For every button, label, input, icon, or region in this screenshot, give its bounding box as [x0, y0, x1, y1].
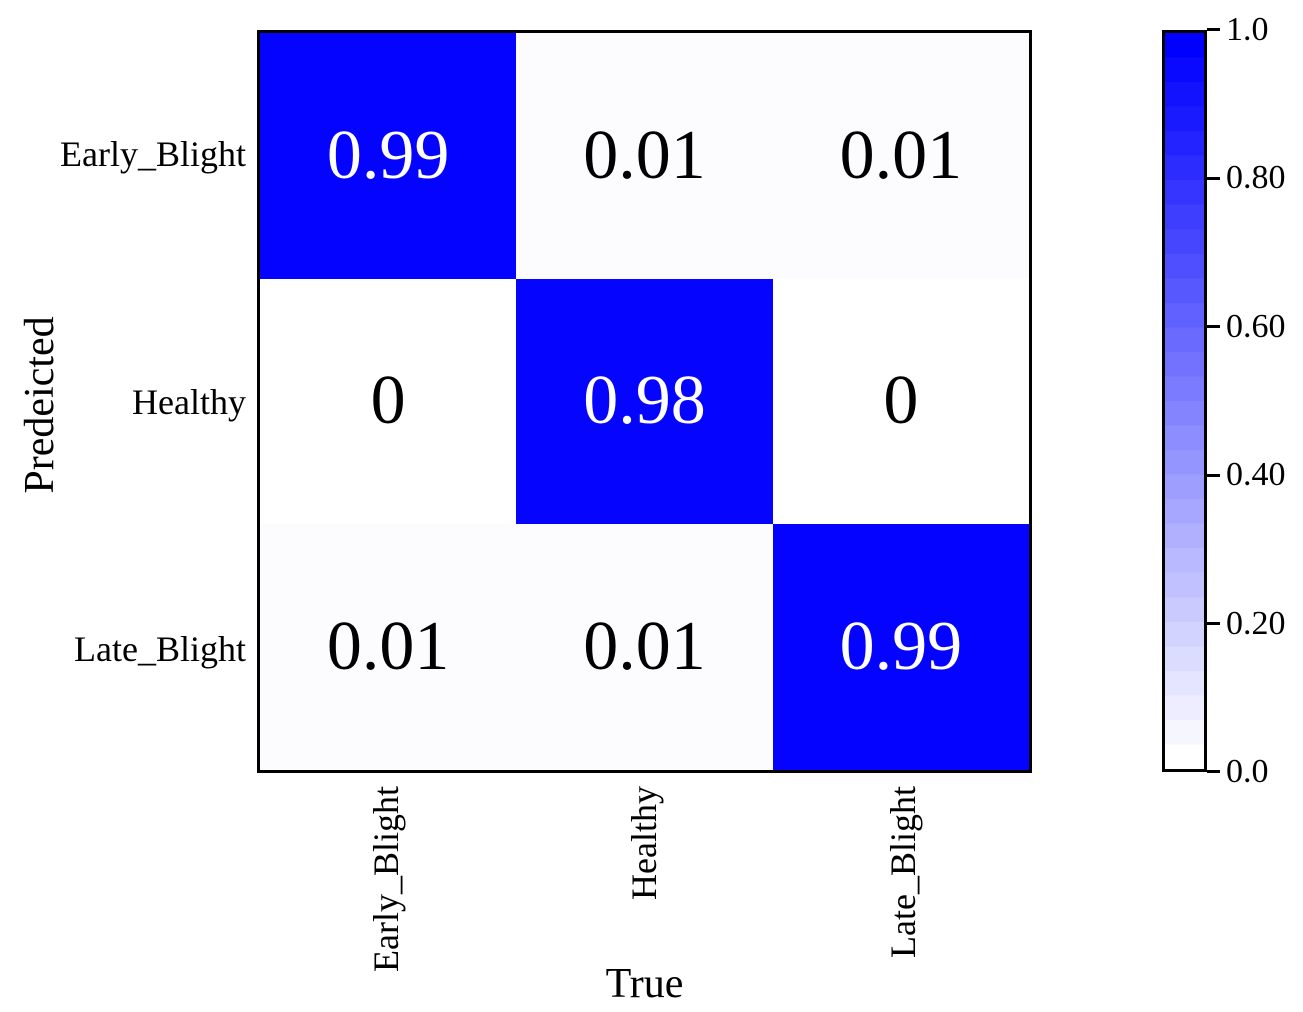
colorbar-tick-label-4: 0.20 [1226, 605, 1286, 642]
colorbar-tick-label-3: 0.40 [1226, 456, 1286, 493]
x-tick-label-healthy: Healthy [624, 786, 664, 900]
colorbar-gradient [1165, 33, 1204, 769]
colorbar-tick-1 [1207, 177, 1220, 180]
x-tick-label-early-blight: Early_Blight [366, 786, 406, 972]
colorbar-tick-2 [1207, 325, 1220, 328]
colorbar-tick-4 [1207, 622, 1220, 625]
cell-r1-c2: 0 [772, 278, 1029, 525]
x-tick-label-late-blight: Late_Blight [883, 786, 923, 958]
x-axis-title: True [605, 961, 684, 1007]
cell-r1-c1: 0.98 [516, 278, 773, 525]
cell-r2-c1: 0.01 [516, 524, 773, 770]
colorbar-tick-3 [1207, 474, 1220, 477]
y-tick-label-early-blight: Early_Blight [60, 134, 246, 174]
cell-r2-c2: 0.99 [772, 524, 1029, 770]
heatmap-axes: 0.99 0.01 0.01 0 0.98 0 0.01 0.01 0.99 [257, 30, 1032, 773]
cell-r0-c1: 0.01 [516, 33, 773, 279]
cell-r0-c0: 0.99 [260, 33, 517, 279]
colorbar-tick-label-1: 0.80 [1226, 159, 1286, 196]
colorbar-tick-label-2: 0.60 [1226, 308, 1286, 345]
cell-r0-c2: 0.01 [772, 33, 1029, 279]
colorbar-tick-0 [1207, 28, 1220, 31]
y-tick-label-healthy: Healthy [132, 382, 246, 422]
cell-r2-c0: 0.01 [260, 524, 517, 770]
colorbar-tick-5 [1207, 770, 1220, 773]
colorbar [1162, 30, 1207, 772]
y-tick-label-late-blight: Late_Blight [74, 629, 246, 669]
colorbar-tick-label-0: 1.0 [1226, 11, 1269, 48]
colorbar-tick-label-5: 0.0 [1226, 753, 1269, 790]
cell-r1-c0: 0 [260, 278, 517, 525]
